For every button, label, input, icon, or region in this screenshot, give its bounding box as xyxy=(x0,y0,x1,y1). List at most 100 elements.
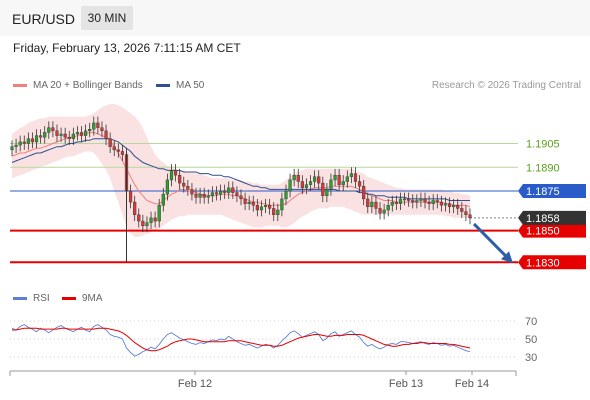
candle xyxy=(329,173,333,196)
level-label-4: 1.1830 xyxy=(526,257,560,269)
rsi-line xyxy=(11,324,471,357)
candle xyxy=(22,135,26,150)
chart-header: EUR/USD 30 MIN xyxy=(0,0,590,36)
candle xyxy=(402,192,407,206)
candle xyxy=(18,135,22,152)
candle xyxy=(202,187,206,204)
candle xyxy=(141,214,145,233)
candle xyxy=(247,195,251,210)
candle xyxy=(133,195,137,222)
candle xyxy=(55,124,59,142)
candle xyxy=(313,170,317,188)
candle xyxy=(243,192,247,210)
candle xyxy=(443,197,448,212)
candle xyxy=(456,198,460,215)
level-label-0: 1.1905 xyxy=(526,139,560,151)
rsi-legend-swatch-rsi xyxy=(13,296,27,300)
candle xyxy=(394,195,398,210)
candle xyxy=(108,132,112,153)
candle xyxy=(39,129,43,144)
candle xyxy=(370,195,374,214)
last-price-label: 1.1858 xyxy=(526,213,560,225)
candle xyxy=(251,195,255,212)
candle xyxy=(210,186,214,203)
candle xyxy=(182,176,186,193)
candle xyxy=(157,198,161,228)
level-label-1: 1.1890 xyxy=(526,162,560,174)
candle xyxy=(79,126,84,142)
candle xyxy=(84,124,88,142)
candle xyxy=(411,194,415,209)
candle xyxy=(357,175,362,193)
candle xyxy=(161,187,165,212)
rsi-legend-label-9ma: 9MA xyxy=(82,293,103,304)
candle xyxy=(75,126,80,141)
candle xyxy=(92,116,96,136)
candle xyxy=(43,126,47,144)
candle xyxy=(366,192,370,214)
candle xyxy=(165,173,169,201)
level-label-bg-2 xyxy=(518,184,586,198)
candle xyxy=(149,211,153,229)
candle xyxy=(206,189,210,204)
candle xyxy=(325,183,329,203)
candle xyxy=(145,216,149,233)
x-tick-label-0: Feb 12 xyxy=(178,378,212,390)
symbol-label: EUR/USD xyxy=(12,11,76,27)
rsi-ma9-line xyxy=(12,327,471,352)
chart-datetime: Friday, February 13, 2026 7:11:15 AM CET xyxy=(13,41,241,55)
candle xyxy=(272,202,276,222)
candle xyxy=(47,121,51,139)
candle xyxy=(268,198,272,215)
timeframe-badge[interactable]: 30 MIN xyxy=(81,6,133,30)
candle xyxy=(382,203,386,220)
level-lines-layer xyxy=(10,143,518,264)
candle xyxy=(337,168,341,191)
research-credit: Research © 2026 Trading Central xyxy=(431,80,581,91)
legend-item-ma50: MA 50 xyxy=(156,80,204,91)
price-labels-layer: 1.1905 1.1890 1.1875 1.1850 1.1830 1.1858 xyxy=(470,139,586,270)
candle xyxy=(362,179,366,206)
candle xyxy=(280,192,284,217)
legend-item-ma20: MA 20 + Bollinger Bands xyxy=(13,80,143,91)
candle xyxy=(464,205,468,222)
rsi-legend-item-rsi: RSI xyxy=(13,293,50,304)
candle xyxy=(178,168,182,190)
candle xyxy=(26,132,30,150)
forecast-arrow-layer xyxy=(472,222,513,264)
candle xyxy=(398,192,403,210)
level-label-2: 1.1875 xyxy=(526,186,560,198)
candle xyxy=(186,179,190,196)
candle xyxy=(120,145,125,161)
bollinger-band-area xyxy=(12,103,470,237)
candle xyxy=(104,124,108,146)
candle xyxy=(374,195,378,215)
legend-swatch-ma50 xyxy=(156,83,170,87)
legend-label-ma50: MA 50 xyxy=(176,80,205,91)
candle xyxy=(386,198,390,217)
candle xyxy=(321,176,325,203)
candle xyxy=(227,181,231,199)
candle xyxy=(284,184,288,206)
candle xyxy=(263,198,268,214)
forecast-arrow-head xyxy=(501,251,513,264)
candle xyxy=(153,211,157,228)
candle xyxy=(390,195,394,212)
legend-swatch-ma20 xyxy=(13,83,27,87)
candle xyxy=(137,208,141,228)
candle xyxy=(452,198,456,214)
level-label-3: 1.1850 xyxy=(526,226,560,238)
candle xyxy=(239,189,243,206)
candle xyxy=(333,168,337,187)
forecast-arrow-shaft xyxy=(472,222,508,258)
candle xyxy=(63,127,67,144)
candle xyxy=(349,167,354,184)
candle xyxy=(304,178,309,195)
candle xyxy=(431,194,435,210)
candle xyxy=(116,143,120,158)
x-tick-label-2: Feb 14 xyxy=(455,378,489,390)
legend-label-ma20: MA 20 + Bollinger Bands xyxy=(33,80,143,91)
candle xyxy=(255,198,259,217)
candle xyxy=(419,192,423,207)
